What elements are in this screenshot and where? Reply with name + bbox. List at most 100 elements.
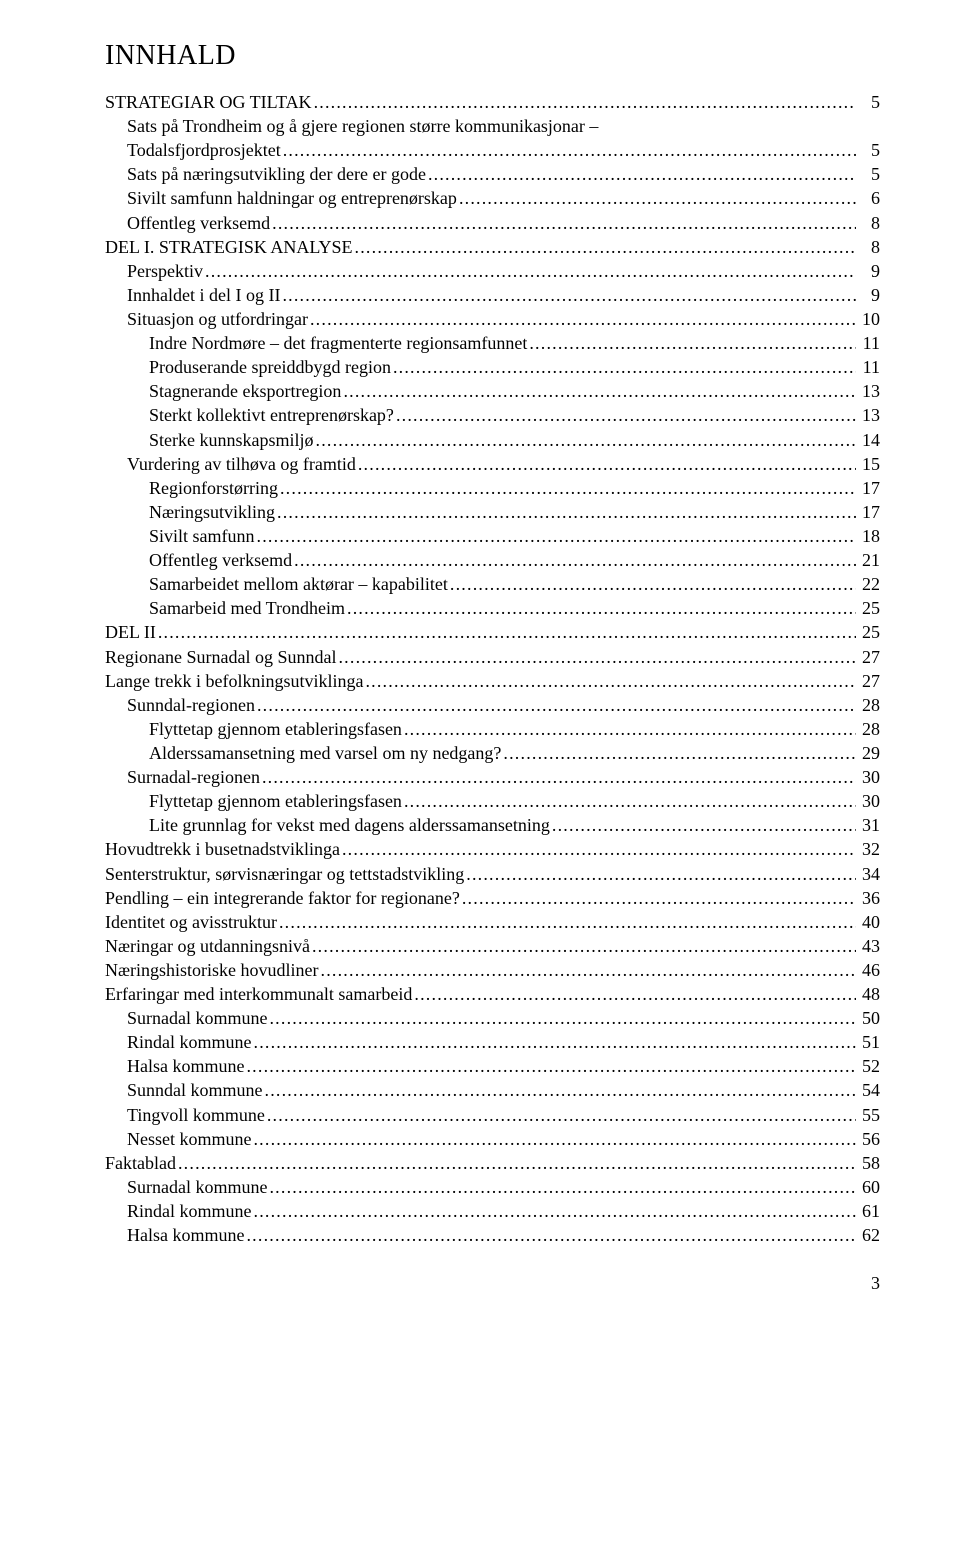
toc-entry-page: 27 [858,645,880,669]
toc-leader [310,307,856,331]
toc-entry: Identitet og avisstruktur 40 [105,910,880,934]
toc-entry: Regionforstørring17 [105,476,880,500]
toc-entry: Sivilt samfunn haldningar og entreprenør… [105,186,880,210]
toc-entry-page: 30 [858,789,880,813]
toc-entry-label: Nesset kommune [127,1127,251,1151]
toc-entry-label: Rindal kommune [127,1030,252,1054]
toc-entry-page: 5 [858,90,880,114]
toc-entry-label: Identitet og avisstruktur [105,910,277,934]
toc-entry-label: Stagnerande eksportregion [149,379,341,403]
toc-leader [205,259,856,283]
toc-leader [312,934,856,958]
toc-entry-label: Offentleg verksemd [127,211,270,235]
page-number: 3 [105,1273,880,1294]
toc-entry-page: 36 [858,886,880,910]
toc-entry-page: 18 [858,524,880,548]
toc-entry-page: 5 [858,138,880,162]
toc-entry: Offentleg verksemd8 [105,211,880,235]
toc-leader [396,403,856,427]
toc-leader [529,331,856,355]
toc-entry-page: 11 [858,355,880,379]
toc-entry-label: Sterke kunnskapsmiljø [149,428,314,452]
toc-entry-label: Sats på Trondheim og å gjere regionen st… [127,114,598,138]
toc-entry-page: 8 [858,235,880,259]
toc-leader [342,837,856,861]
toc-leader [257,524,856,548]
toc-entry-page: 30 [858,765,880,789]
toc-entry-page: 48 [858,982,880,1006]
toc-leader [466,862,856,886]
toc-entry-page: 52 [858,1054,880,1078]
toc-leader [338,645,856,669]
toc-entry: Halsa kommune62 [105,1223,880,1247]
toc-entry-page: 27 [858,669,880,693]
toc-entry: Erfaringar med interkommunalt samarbeid4… [105,982,880,1006]
toc-entry: STRATEGIAR OG TILTAK5 [105,90,880,114]
toc-entry-page: 46 [858,958,880,982]
toc-entry: Sats på Trondheim og å gjere regionen st… [105,114,880,138]
toc-entry: Sterke kunnskapsmiljø14 [105,428,880,452]
toc-entry-page: 22 [858,572,880,596]
toc-entry-label: Halsa kommune [127,1223,244,1247]
toc-entry: Lange trekk i befolkningsutviklinga27 [105,669,880,693]
toc-entry: Faktablad 58 [105,1151,880,1175]
toc-entry-page: 56 [858,1127,880,1151]
toc-leader [343,379,856,403]
toc-entry: Sats på næringsutvikling der dere er god… [105,162,880,186]
toc-entry-label: Offentleg verksemd [149,548,292,572]
toc-leader [267,1103,856,1127]
toc-entry-label: Faktablad [105,1151,176,1175]
toc-entry: Sunndal kommune54 [105,1078,880,1102]
toc-leader [462,886,856,910]
toc-entry: Flyttetap gjennom etableringsfasen28 [105,717,880,741]
toc-entry-label: Flyttetap gjennom etableringsfasen [149,789,402,813]
toc-entry-label: Rindal kommune [127,1199,252,1223]
toc-entry-page: 17 [858,476,880,500]
toc-entry-label: Sats på næringsutvikling der dere er god… [127,162,426,186]
toc-entry: Sterkt kollektivt entreprenørskap? 13 [105,403,880,427]
toc-leader [503,741,856,765]
toc-entry-label: Surnadal-regionen [127,765,260,789]
toc-entry-label: Flyttetap gjennom etableringsfasen [149,717,402,741]
toc-entry-page: 9 [858,283,880,307]
toc-entry-page: 13 [858,379,880,403]
toc-entry: Surnadal kommune 50 [105,1006,880,1030]
toc-entry: Samarbeid med Trondheim25 [105,596,880,620]
toc-entry-label: Lite grunnlag for vekst med dagens alder… [149,813,550,837]
toc-entry-label: Næringsutvikling [149,500,275,524]
toc-entry-label: Indre Nordmøre – det fragmenterte region… [149,331,527,355]
toc-leader [347,596,856,620]
toc-entry-label: Perspektiv [127,259,203,283]
toc-leader [158,620,856,644]
toc-leader [316,428,857,452]
toc-entry-page: 6 [858,186,880,210]
toc-entry: Nesset kommune 56 [105,1127,880,1151]
toc-entry-label: Vurdering av tilhøva og framtid [127,452,356,476]
toc-entry-page: 25 [858,596,880,620]
toc-leader [272,211,856,235]
toc-entry: Næringar og utdanningsnivå43 [105,934,880,958]
toc-entry-label: Surnadal kommune [127,1006,267,1030]
toc-entry: Pendling – ein integrerande faktor for r… [105,886,880,910]
toc-leader [254,1030,857,1054]
toc-entry-label: Sterkt kollektivt entreprenørskap? [149,403,394,427]
toc-entry-page: 28 [858,693,880,717]
toc-entry-label: Sivilt samfunn [149,524,255,548]
toc-leader [355,235,856,259]
toc-entry: Senterstruktur, sørvisnæringar og tettst… [105,862,880,886]
toc-entry-page: 40 [858,910,880,934]
toc-entry-page: 13 [858,403,880,427]
toc-leader [277,500,856,524]
toc-leader [269,1175,856,1199]
toc-entry-page: 50 [858,1006,880,1030]
toc-leader [294,548,856,572]
toc-entry-page: 58 [858,1151,880,1175]
toc-list: STRATEGIAR OG TILTAK5Sats på Trondheim o… [105,90,880,1247]
toc-entry: Innhaldet i del I og II9 [105,283,880,307]
toc-entry: Rindal kommune61 [105,1199,880,1223]
toc-leader [314,90,856,114]
toc-leader [321,958,857,982]
toc-entry-page: 43 [858,934,880,958]
toc-entry-page: 34 [858,862,880,886]
toc-entry: Stagnerande eksportregion 13 [105,379,880,403]
